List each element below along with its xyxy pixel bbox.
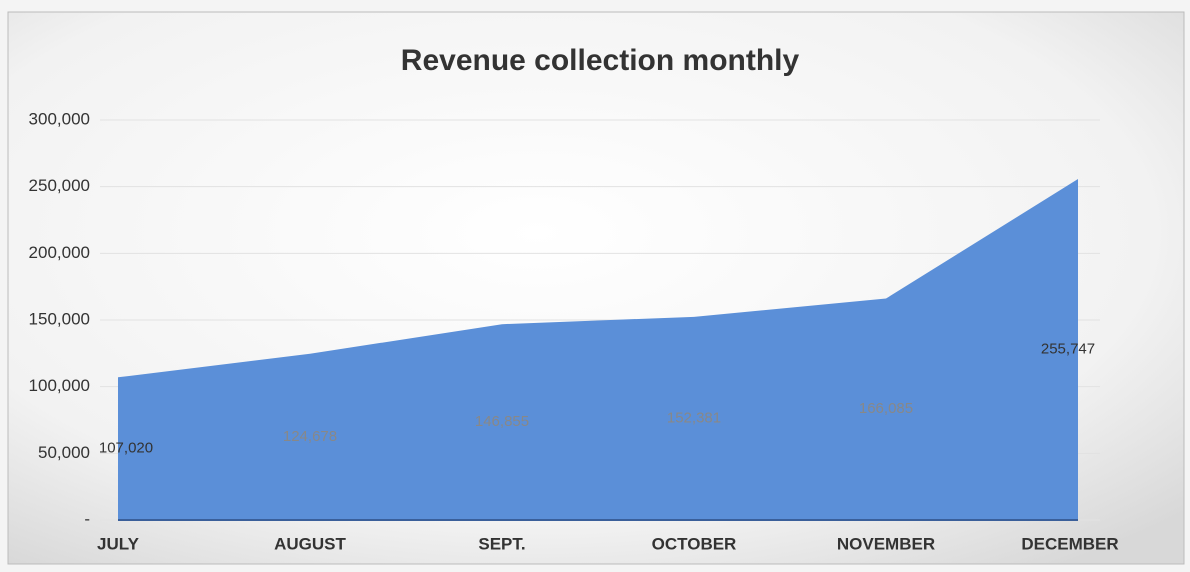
chart-title: Revenue collection monthly (401, 44, 800, 77)
y-tick-label: 200,000 (29, 243, 90, 262)
data-label: 107,020 (99, 440, 153, 457)
y-tick-label: 150,000 (29, 309, 90, 328)
y-tick-label: 250,000 (29, 176, 90, 195)
y-tick-label: 300,000 (29, 109, 90, 128)
x-tick-label: JULY (97, 534, 140, 553)
x-tick-label: DECEMBER (1021, 534, 1118, 553)
y-tick-label: 50,000 (38, 443, 90, 462)
x-tick-label: SEPT. (478, 534, 525, 553)
data-label: 146,855 (475, 413, 529, 430)
x-tick-label: OCTOBER (652, 534, 737, 553)
y-tick-label: - (84, 509, 90, 528)
x-tick-label: AUGUST (274, 534, 346, 553)
y-tick-label: 100,000 (29, 376, 90, 395)
area (118, 179, 1078, 520)
data-label: 166,085 (859, 400, 913, 417)
data-label: 124,678 (283, 428, 337, 445)
data-label: 152,381 (667, 409, 721, 426)
x-tick-label: NOVEMBER (837, 534, 935, 553)
data-label: 255,747 (1041, 340, 1095, 357)
